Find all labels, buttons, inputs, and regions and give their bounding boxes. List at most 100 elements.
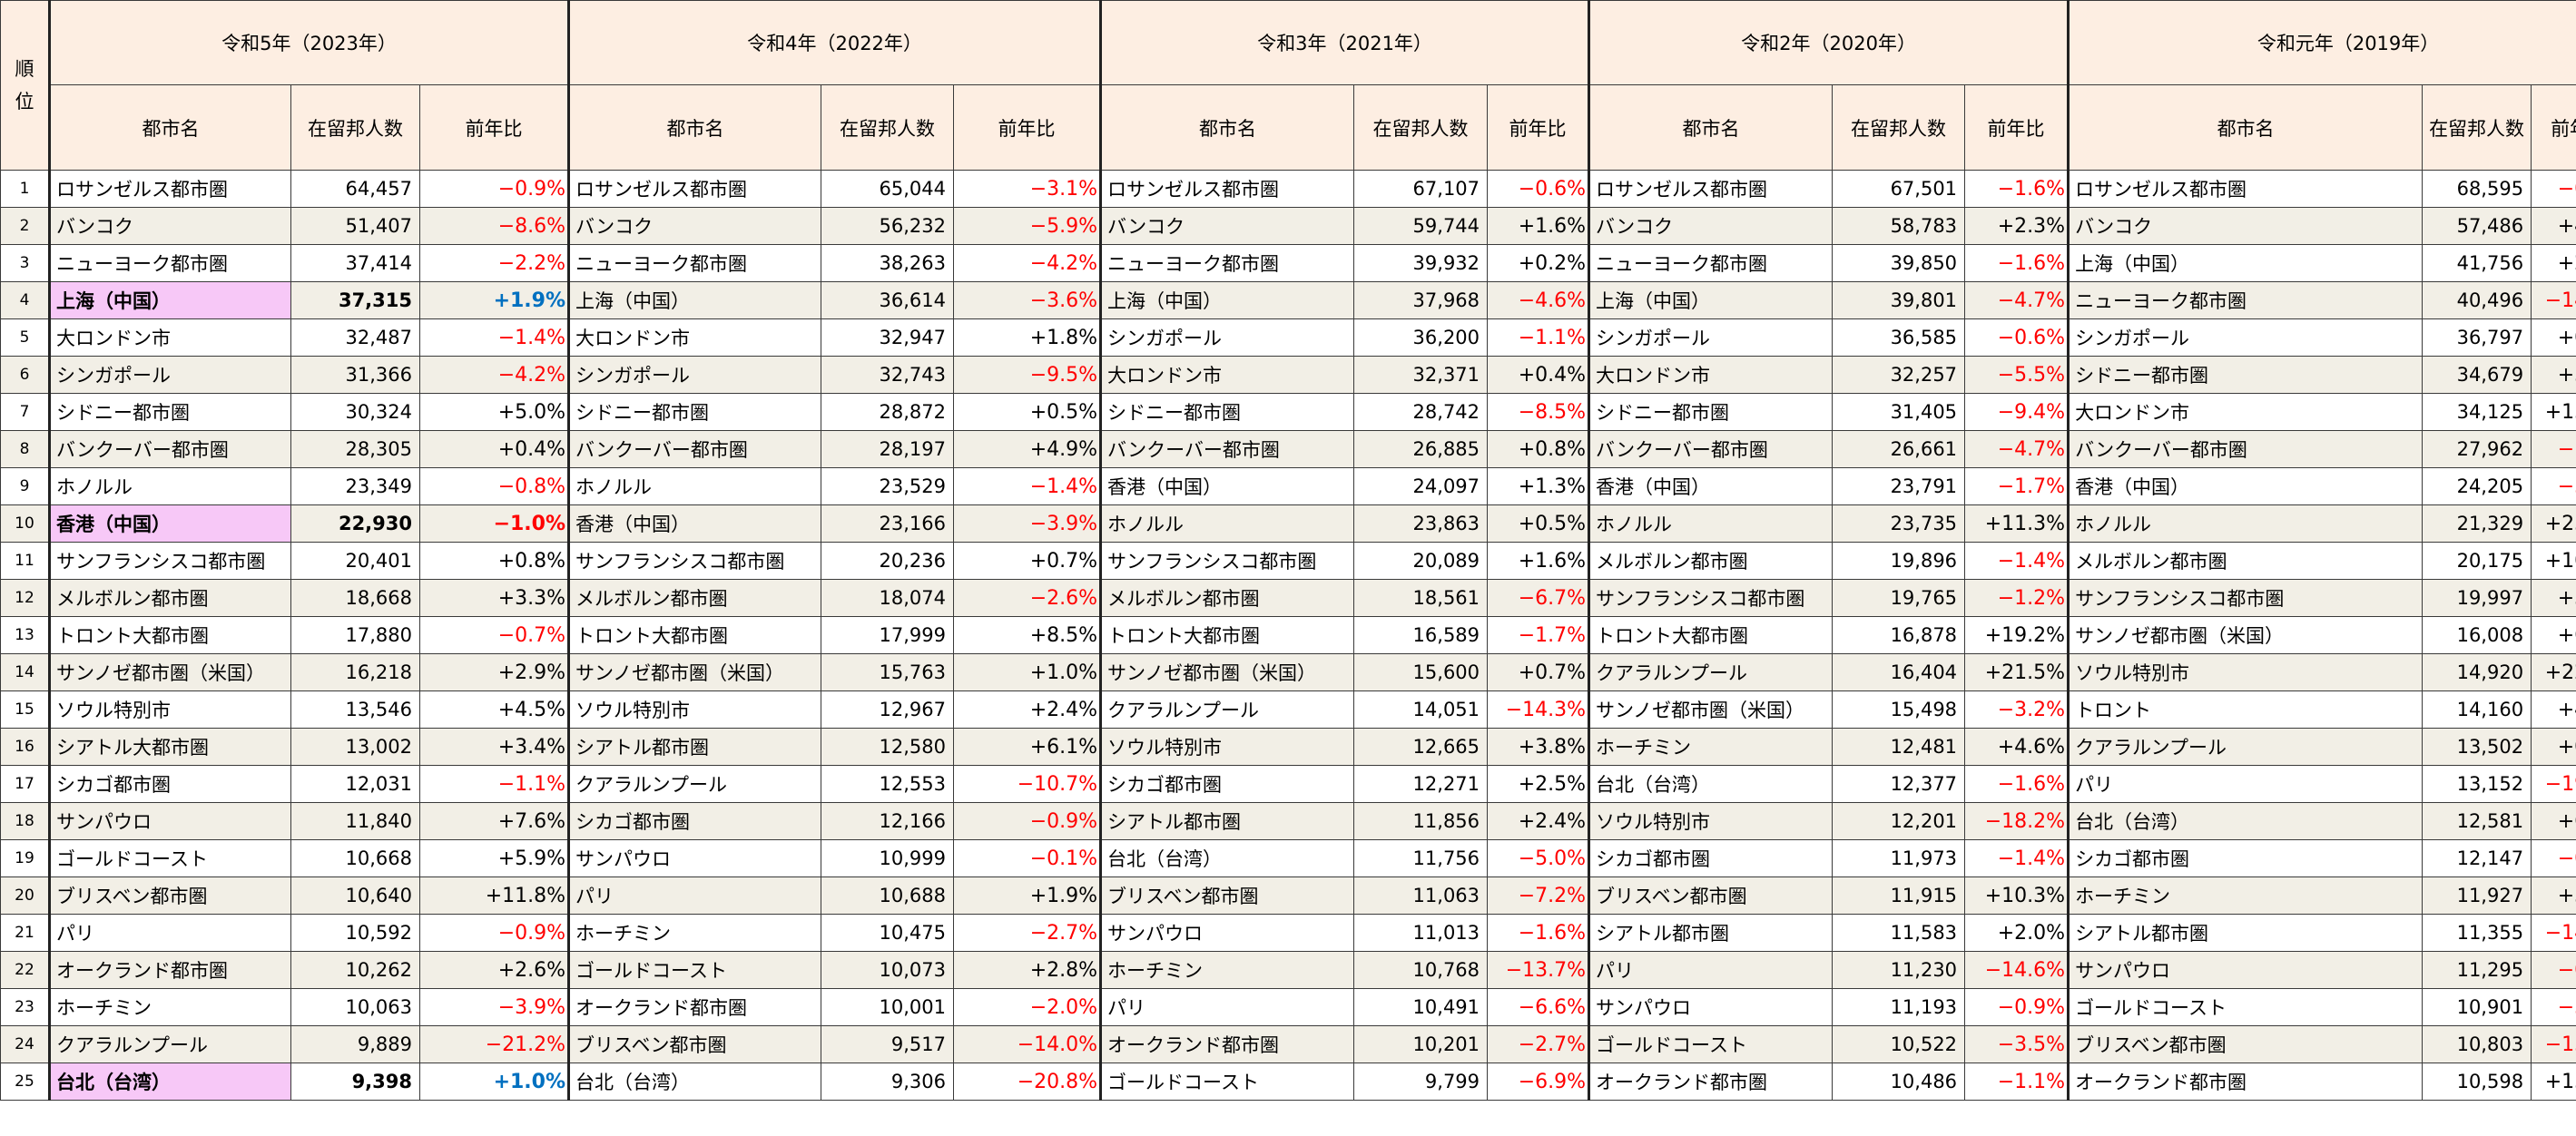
residents-cell: 20,175 bbox=[2422, 542, 2532, 580]
yoy-cell: +0.4% bbox=[1487, 356, 1590, 394]
city-cell: サンノゼ都市圏（米国） bbox=[2067, 616, 2424, 654]
city-cell: ロサンゼルス都市圏 bbox=[2067, 170, 2424, 208]
yoy-cell: +1.6% bbox=[1487, 207, 1590, 245]
residents-cell: 18,074 bbox=[821, 579, 955, 617]
rank-cell: 18 bbox=[0, 802, 50, 840]
table-row: 1 ロサンゼルス都市圏 64,457 −0.9% ロサンゼルス都市圏 65,044 −3.1… bbox=[0, 170, 2576, 208]
residents-cell: 11,355 bbox=[2422, 914, 2532, 952]
yoy-cell: +0.5% bbox=[2531, 318, 2576, 357]
yoy-cell: +0.4% bbox=[418, 430, 570, 468]
yoy-cell: −8.5% bbox=[1487, 393, 1590, 431]
yoy-cell: −3.9% bbox=[953, 504, 1102, 543]
table-row: 18 サンパウロ 11,840 +7.6% シカゴ都市圏 12,166 −0.9% シアトル都… bbox=[0, 802, 2576, 840]
city-cell: ブリスベン都市圏 bbox=[48, 876, 291, 915]
yoy-cell: +0.2% bbox=[1487, 244, 1590, 282]
yoy-cell: +4.9% bbox=[953, 430, 1102, 468]
rank-cell: 10 bbox=[0, 504, 50, 543]
yoy-cell: +2.6% bbox=[418, 951, 570, 989]
rank-cell: 8 bbox=[0, 430, 50, 468]
yoy-cell: +25.0% bbox=[2531, 504, 2576, 543]
table-row: 15 ソウル特別市 13,546 +4.5% ソウル特別市 12,967 +2.4% クアラル… bbox=[0, 690, 2576, 729]
city-cell: ホーチミン bbox=[1588, 728, 1834, 766]
yoy-cell: −1.6% bbox=[1487, 914, 1590, 952]
residents-cell: 28,742 bbox=[1353, 393, 1489, 431]
city-cell: ソウル特別市 bbox=[567, 690, 822, 729]
residents-cell: 37,315 bbox=[290, 281, 420, 319]
city-cell: ニューヨーク都市圏 bbox=[2067, 281, 2424, 319]
residents-cell: 10,999 bbox=[821, 839, 955, 877]
residents-cell: 12,377 bbox=[1832, 765, 1966, 803]
residents-cell: 11,915 bbox=[1832, 876, 1966, 915]
yoy-cell: −4.2% bbox=[418, 356, 570, 394]
rank-cell: 2 bbox=[0, 207, 50, 245]
residents-cell: 10,522 bbox=[1832, 1025, 1966, 1063]
yoy-cell: +0.7% bbox=[1487, 653, 1590, 691]
rank-header-label: 順位 bbox=[15, 58, 34, 113]
city-cell: 台北（台湾） bbox=[1588, 765, 1834, 803]
yoy-cell: +22.9% bbox=[2531, 653, 2576, 691]
residents-cell: 64,457 bbox=[290, 170, 420, 208]
rank-cell: 12 bbox=[0, 579, 50, 617]
rank-cell: 3 bbox=[0, 244, 50, 282]
city-cell: ホノルル bbox=[1588, 504, 1834, 543]
residents-cell: 36,585 bbox=[1832, 318, 1966, 357]
yoy-column-header: 前年比 bbox=[2531, 84, 2576, 171]
city-cell: サンパウロ bbox=[2067, 951, 2424, 989]
residents-cell: 26,661 bbox=[1832, 430, 1966, 468]
yoy-cell: −14.3% bbox=[1487, 690, 1590, 729]
year-header: 令和5年（2023年） bbox=[47, 0, 570, 85]
yoy-cell: −13.7% bbox=[1487, 951, 1590, 989]
yoy-cell: +2.5% bbox=[2531, 244, 2576, 282]
yoy-cell: +1.0% bbox=[418, 1063, 570, 1101]
residents-cell: 24,205 bbox=[2422, 467, 2532, 505]
yoy-cell: −15.2% bbox=[2531, 1025, 2576, 1063]
table-row: 14 サンノゼ都市圏（米国） 16,218 +2.9% サンノゼ都市圏（米国） 15,76… bbox=[0, 653, 2576, 691]
residents-cell: 28,872 bbox=[821, 393, 955, 431]
yoy-cell: −9.5% bbox=[953, 356, 1102, 394]
yoy-cell: −1.6% bbox=[1964, 244, 2070, 282]
city-cell: サンフランシスコ都市圏 bbox=[567, 542, 822, 580]
city-cell: シカゴ都市圏 bbox=[567, 802, 822, 840]
yoy-cell: +19.2% bbox=[1964, 616, 2070, 654]
residents-cell: 12,581 bbox=[2422, 802, 2532, 840]
city-cell: シドニー都市圏 bbox=[2067, 356, 2424, 394]
yoy-cell: −14.6% bbox=[1964, 951, 2070, 989]
rank-cell: 6 bbox=[0, 356, 50, 394]
residents-cell: 31,366 bbox=[290, 356, 420, 394]
rank-cell: 5 bbox=[0, 318, 50, 357]
rank-cell: 9 bbox=[0, 467, 50, 505]
residents-cell: 36,797 bbox=[2422, 318, 2532, 357]
yoy-cell: −14.0% bbox=[953, 1025, 1102, 1063]
residents-cell: 12,481 bbox=[1832, 728, 1966, 766]
residents-cell: 59,744 bbox=[1353, 207, 1489, 245]
residents-cell: 14,051 bbox=[1353, 690, 1489, 729]
residents-column-header: 在留邦人数 bbox=[1832, 84, 1966, 171]
residents-cell: 12,031 bbox=[290, 765, 420, 803]
table-row: 4 上海（中国） 37,315 +1.9% 上海（中国） 36,614 −3.6% 上海（中国… bbox=[0, 281, 2576, 319]
residents-cell: 10,073 bbox=[821, 951, 955, 989]
table-row: 7 シドニー都市圏 30,324 +5.0% シドニー都市圏 28,872 +0.5% シドニ… bbox=[0, 393, 2576, 431]
table-row: 22 オークランド都市圏 10,262 +2.6% ゴールドコースト 10,073 +2.8… bbox=[0, 951, 2576, 989]
yoy-cell: +1.9% bbox=[418, 281, 570, 319]
residents-column-header: 在留邦人数 bbox=[1353, 84, 1489, 171]
residents-cell: 23,791 bbox=[1832, 467, 1966, 505]
table-row: 21 パリ 10,592 −0.9% ホーチミン 10,475 −2.7% サンパウロ 11,0… bbox=[0, 914, 2576, 952]
yoy-cell: −1.4% bbox=[418, 318, 570, 357]
city-cell: シカゴ都市圏 bbox=[2067, 839, 2424, 877]
residents-cell: 68,595 bbox=[2422, 170, 2532, 208]
city-cell: 上海（中国） bbox=[48, 281, 291, 319]
yoy-cell: −0.7% bbox=[418, 616, 570, 654]
city-cell: ブリスベン都市圏 bbox=[567, 1025, 822, 1063]
residents-cell: 28,197 bbox=[821, 430, 955, 468]
yoy-cell: +6.1% bbox=[953, 728, 1102, 766]
rank-cell: 25 bbox=[0, 1063, 50, 1101]
city-cell: バンクーバー都市圏 bbox=[1099, 430, 1355, 468]
yoy-cell: −4.6% bbox=[1487, 281, 1590, 319]
city-cell: ニューヨーク都市圏 bbox=[567, 244, 822, 282]
city-cell: オークランド都市圏 bbox=[1588, 1063, 1834, 1101]
yoy-cell: −2.6% bbox=[953, 579, 1102, 617]
city-cell: シアトル大都市圏 bbox=[48, 728, 291, 766]
residents-cell: 23,166 bbox=[821, 504, 955, 543]
residents-cell: 36,614 bbox=[821, 281, 955, 319]
table-row: 13 トロント大都市圏 17,880 −0.7% トロント大都市圏 17,999 +8.5%… bbox=[0, 616, 2576, 654]
